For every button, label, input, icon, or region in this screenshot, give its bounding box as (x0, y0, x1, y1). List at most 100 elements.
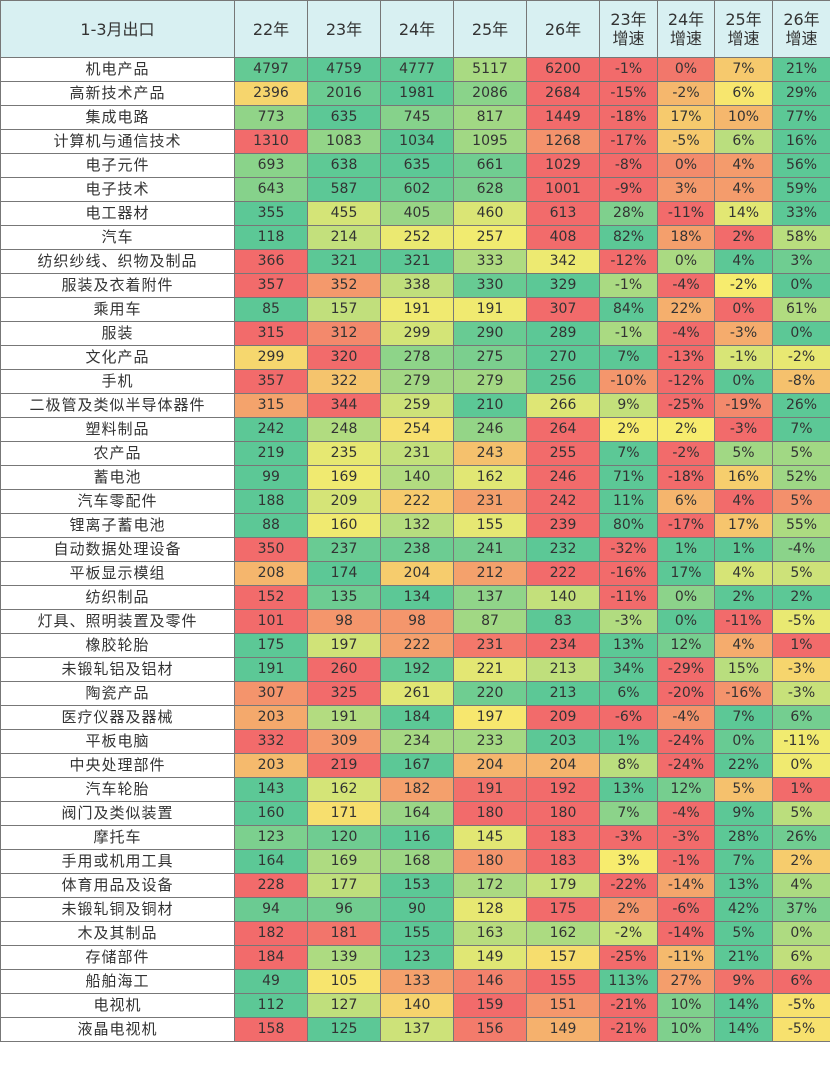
growth-cell: 17% (714, 513, 773, 538)
growth-cell: 37% (772, 897, 830, 922)
growth-cell: -21% (599, 993, 658, 1018)
value-cell: 213 (526, 657, 600, 682)
growth-cell: -3% (657, 825, 715, 850)
table-row: 农产品 219 235 231 243 255 7% -2% 5% 5% (0, 441, 830, 466)
table-row: 电视机 112 127 140 159 151 -21% 10% 14% -5% (0, 993, 830, 1018)
growth-cell: 6% (714, 129, 773, 154)
growth-cell: 2% (714, 585, 773, 610)
value-cell: 180 (526, 801, 600, 826)
growth-cell: 0% (772, 921, 830, 946)
value-cell: 661 (453, 153, 527, 178)
growth-cell: -5% (772, 993, 830, 1018)
value-cell: 243 (453, 441, 527, 466)
value-cell: 321 (380, 249, 454, 274)
value-cell: 160 (234, 801, 308, 826)
growth-cell: 84% (599, 297, 658, 322)
growth-cell: -8% (772, 369, 830, 394)
value-cell: 228 (234, 873, 308, 898)
value-cell: 180 (453, 849, 527, 874)
value-cell: 162 (453, 465, 527, 490)
growth-cell: 6% (772, 969, 830, 994)
row-name: 机电产品 (0, 57, 235, 82)
table-row: 木及其制品 182 181 155 163 162 -2% -14% 5% 0% (0, 921, 830, 946)
row-name: 木及其制品 (0, 921, 235, 946)
table-row: 医疗仪器及器械 203 191 184 197 209 -6% -4% 7% 6% (0, 705, 830, 730)
growth-cell: 6% (714, 81, 773, 106)
growth-cell: 1% (657, 537, 715, 562)
growth-cell: 2% (772, 849, 830, 874)
growth-cell: 5% (772, 801, 830, 826)
value-cell: 162 (526, 921, 600, 946)
growth-cell: 21% (714, 945, 773, 970)
value-cell: 183 (526, 825, 600, 850)
value-cell: 241 (453, 537, 527, 562)
value-cell: 191 (307, 705, 381, 730)
value-cell: 181 (307, 921, 381, 946)
value-cell: 239 (526, 513, 600, 538)
growth-cell: 7% (599, 801, 658, 826)
growth-cell: 12% (657, 633, 715, 658)
value-cell: 220 (453, 681, 527, 706)
growth-cell: -4% (657, 705, 715, 730)
value-cell: 175 (234, 633, 308, 658)
value-cell: 49 (234, 969, 308, 994)
table-row: 橡胶轮胎 175 197 222 231 234 13% 12% 4% 1% (0, 633, 830, 658)
growth-cell: -8% (599, 153, 658, 178)
growth-cell: -4% (657, 801, 715, 826)
value-cell: 693 (234, 153, 308, 178)
value-cell: 140 (380, 465, 454, 490)
value-cell: 1001 (526, 177, 600, 202)
table-row: 汽车零配件 188 209 222 231 242 11% 6% 4% 5% (0, 489, 830, 514)
row-name: 平板电脑 (0, 729, 235, 754)
growth-cell: -11% (657, 945, 715, 970)
value-cell: 204 (380, 561, 454, 586)
growth-cell: -1% (599, 57, 658, 82)
value-cell: 256 (526, 369, 600, 394)
table-row: 服装 315 312 299 290 289 -1% -4% -3% 0% (0, 321, 830, 346)
value-cell: 203 (234, 705, 308, 730)
growth-cell: -5% (657, 129, 715, 154)
growth-cell: -2% (599, 921, 658, 946)
value-cell: 120 (307, 825, 381, 850)
value-cell: 234 (526, 633, 600, 658)
growth-cell: 10% (714, 105, 773, 130)
value-cell: 278 (380, 345, 454, 370)
growth-cell: 4% (714, 177, 773, 202)
growth-cell: -17% (599, 129, 658, 154)
row-name: 集成电路 (0, 105, 235, 130)
value-cell: 184 (380, 705, 454, 730)
value-cell: 321 (307, 249, 381, 274)
growth-cell: 22% (657, 297, 715, 322)
growth-cell: 26% (772, 825, 830, 850)
value-cell: 745 (380, 105, 454, 130)
growth-cell: -32% (599, 537, 658, 562)
value-cell: 231 (380, 441, 454, 466)
value-cell: 209 (526, 705, 600, 730)
value-cell: 628 (453, 177, 527, 202)
value-cell: 137 (380, 1017, 454, 1042)
value-cell: 159 (453, 993, 527, 1018)
growth-cell: 7% (599, 441, 658, 466)
growth-cell: 7% (714, 57, 773, 82)
table-row: 船舶海工 49 105 133 146 155 113% 27% 9% 6% (0, 969, 830, 994)
value-cell: 155 (380, 921, 454, 946)
value-cell: 242 (234, 417, 308, 442)
table-row: 未锻轧铝及铝材 191 260 192 221 213 34% -29% 15% -3% (0, 657, 830, 682)
value-cell: 184 (234, 945, 308, 970)
row-name: 自动数据处理设备 (0, 537, 235, 562)
growth-cell: -13% (657, 345, 715, 370)
growth-cell: -20% (657, 681, 715, 706)
value-cell: 352 (307, 273, 381, 298)
row-name: 汽车零配件 (0, 489, 235, 514)
value-cell: 127 (307, 993, 381, 1018)
growth-cell: 0% (772, 753, 830, 778)
growth-cell: -9% (599, 177, 658, 202)
growth-cell: 10% (657, 993, 715, 1018)
table-row: 陶瓷产品 307 325 261 220 213 6% -20% -16% -3% (0, 681, 830, 706)
value-cell: 191 (234, 657, 308, 682)
row-name: 服装及衣着附件 (0, 273, 235, 298)
value-cell: 332 (234, 729, 308, 754)
value-cell: 180 (453, 801, 527, 826)
value-cell: 357 (234, 273, 308, 298)
